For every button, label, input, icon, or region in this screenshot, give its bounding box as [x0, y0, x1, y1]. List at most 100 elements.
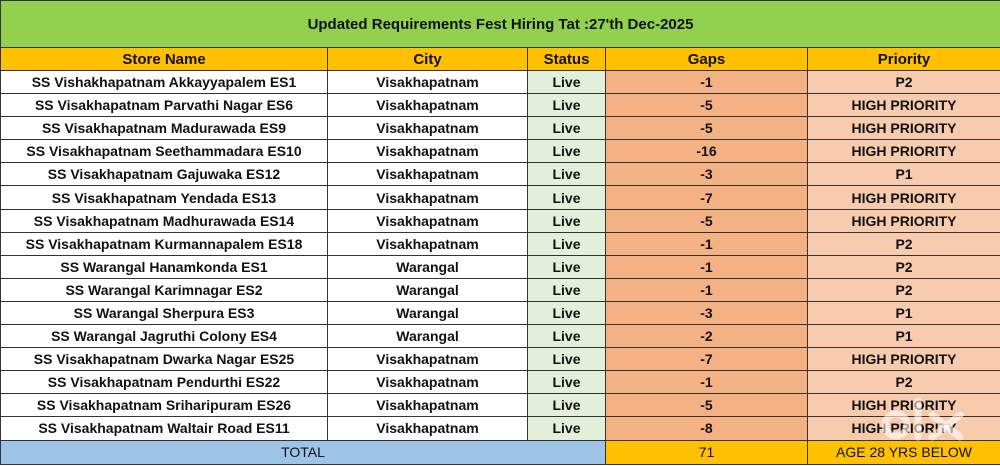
header-city: City [327, 47, 528, 71]
store-name-cell: SS Visakhapatnam Gajuwaka ES12 [0, 162, 328, 187]
store-name-cell: SS Visakhapatnam Madurawada ES9 [0, 116, 328, 141]
city-cell: Visakhapatnam [327, 347, 528, 372]
gaps-cell: -1 [605, 254, 808, 279]
header-priority: Priority [806, 47, 1000, 71]
priority-cell: HIGH PRIORITY [806, 93, 1000, 118]
city-cell: Visakhapatnam [327, 208, 528, 233]
header-store-name: Store Name [0, 47, 328, 71]
city-cell: Visakhapatnam [327, 139, 528, 164]
gaps-cell: -1 [605, 370, 808, 395]
sheet-title: Updated Requirements Fest Hiring Tat :27… [0, 0, 1000, 48]
status-cell: Live [527, 116, 606, 141]
status-cell: Live [527, 93, 606, 118]
store-name-cell: SS Visakhapatnam Seethammadara ES10 [0, 139, 328, 164]
gaps-cell: -1 [605, 231, 808, 256]
priority-cell: P2 [806, 231, 1000, 256]
store-name-cell: SS Warangal Karimnagar ES2 [0, 277, 328, 302]
gaps-cell: -3 [605, 300, 808, 326]
table-row: SS Visakhapatnam Seethammadara ES10 Visak… [0, 139, 1000, 164]
store-name-cell: SS Visakhapatnam Yendada ES13 [0, 185, 328, 210]
gaps-cell: -5 [605, 116, 808, 141]
status-cell: Live [527, 162, 606, 187]
priority-cell: P2 [806, 277, 1000, 302]
gaps-cell: -7 [605, 185, 808, 210]
priority-cell: HIGH PRIORITY [806, 416, 1000, 441]
table-row: SS Warangal Hanamkonda ES1 Warangal Live -1… [0, 254, 1000, 279]
gaps-cell: -3 [605, 162, 808, 187]
city-cell: Visakhapatnam [327, 162, 528, 187]
table-row: SS Vishakhapatnam Akkayyapalem ES1 Visakh… [0, 69, 1000, 95]
store-name-cell: SS Visakhapatnam Pendurthi ES22 [0, 370, 328, 395]
gaps-cell: -7 [605, 347, 808, 372]
status-cell: Live [527, 324, 606, 349]
status-cell: Live [527, 231, 606, 256]
store-name-cell: SS Visakhapatnam Parvathi Nagar ES6 [0, 93, 328, 118]
priority-cell: P2 [806, 370, 1000, 395]
gaps-cell: -5 [605, 393, 808, 418]
table-row: SS Warangal Sherpura ES3 Warangal Live -3 P1 [0, 300, 1000, 326]
priority-cell: HIGH PRIORITY [806, 185, 1000, 210]
store-name-cell: SS Visakhapatnam Madhurawada ES14 [0, 208, 328, 233]
store-name-cell: SS Warangal Sherpura ES3 [0, 300, 328, 326]
store-name-cell: SS Vishakhapatnam Akkayyapalem ES1 [0, 69, 328, 95]
store-name-cell: SS Warangal Jagruthi Colony ES4 [0, 324, 328, 349]
status-cell: Live [527, 416, 606, 441]
store-name-cell: SS Visakhapatnam Kurmannapalem ES18 [0, 231, 328, 256]
store-name-cell: SS Visakhapatnam Waltair Road ES11 [0, 416, 328, 441]
priority-cell: HIGH PRIORITY [806, 139, 1000, 164]
table-row: SS Visakhapatnam Madurawada ES9 Visakhapa… [0, 116, 1000, 141]
store-name-cell: SS Visakhapatnam Dwarka Nagar ES25 [0, 347, 328, 372]
status-cell: Live [527, 347, 606, 372]
city-cell: Visakhapatnam [327, 370, 528, 395]
city-cell: Visakhapatnam [327, 416, 528, 441]
city-cell: Warangal [327, 324, 528, 349]
table-row: SS Visakhapatnam Pendurthi ES22 Visakhapa… [0, 370, 1000, 395]
priority-cell: HIGH PRIORITY [806, 393, 1000, 418]
priority-cell: P1 [806, 324, 1000, 349]
city-cell: Visakhapatnam [327, 116, 528, 141]
city-cell: Visakhapatnam [327, 93, 528, 118]
table-row: SS Visakhapatnam Kurmannapalem ES18 Visak… [0, 231, 1000, 256]
status-cell: Live [527, 277, 606, 302]
priority-cell: P2 [806, 254, 1000, 279]
priority-cell: HIGH PRIORITY [806, 208, 1000, 233]
priority-cell: P1 [806, 162, 1000, 187]
status-cell: Live [527, 69, 606, 95]
city-cell: Visakhapatnam [327, 185, 528, 210]
gaps-cell: -2 [605, 324, 808, 349]
city-cell: Warangal [327, 254, 528, 279]
store-name-cell: SS Visakhapatnam Sriharipuram ES26 [0, 393, 328, 418]
city-cell: Visakhapatnam [327, 231, 528, 256]
store-name-cell: SS Warangal Hanamkonda ES1 [0, 254, 328, 279]
table-row: SS Visakhapatnam Gajuwaka ES12 Visakhapat… [0, 162, 1000, 187]
gaps-cell: -1 [605, 277, 808, 302]
status-cell: Live [527, 185, 606, 210]
header-status: Status [527, 47, 606, 71]
status-cell: Live [527, 254, 606, 279]
table-row: SS Visakhapatnam Dwarka Nagar ES25 Visakh… [0, 347, 1000, 372]
status-cell: Live [527, 300, 606, 326]
status-cell: Live [527, 370, 606, 395]
total-gaps: 71 [605, 439, 808, 465]
total-label: TOTAL [0, 439, 606, 465]
total-note: AGE 28 YRS BELOW [806, 439, 1000, 465]
table-row: SS Visakhapatnam Yendada ES13 Visakhapatn… [0, 185, 1000, 210]
gaps-cell: -5 [605, 93, 808, 118]
status-cell: Live [527, 393, 606, 418]
header-gaps: Gaps [605, 47, 808, 71]
priority-cell: HIGH PRIORITY [806, 116, 1000, 141]
city-cell: Visakhapatnam [327, 393, 528, 418]
gaps-cell: -8 [605, 416, 808, 441]
priority-cell: HIGH PRIORITY [806, 347, 1000, 372]
priority-cell: P1 [806, 300, 1000, 326]
gaps-cell: -5 [605, 208, 808, 233]
city-cell: Visakhapatnam [327, 69, 528, 95]
status-cell: Live [527, 208, 606, 233]
table-row: SS Warangal Karimnagar ES2 Warangal Live -1… [0, 277, 1000, 302]
city-cell: Warangal [327, 277, 528, 302]
city-cell: Warangal [327, 300, 528, 326]
gaps-cell: -16 [605, 139, 808, 164]
table-row: SS Visakhapatnam Waltair Road ES11 Visakh… [0, 416, 1000, 441]
table-row: SS Visakhapatnam Madhurawada ES14 Visakha… [0, 208, 1000, 233]
